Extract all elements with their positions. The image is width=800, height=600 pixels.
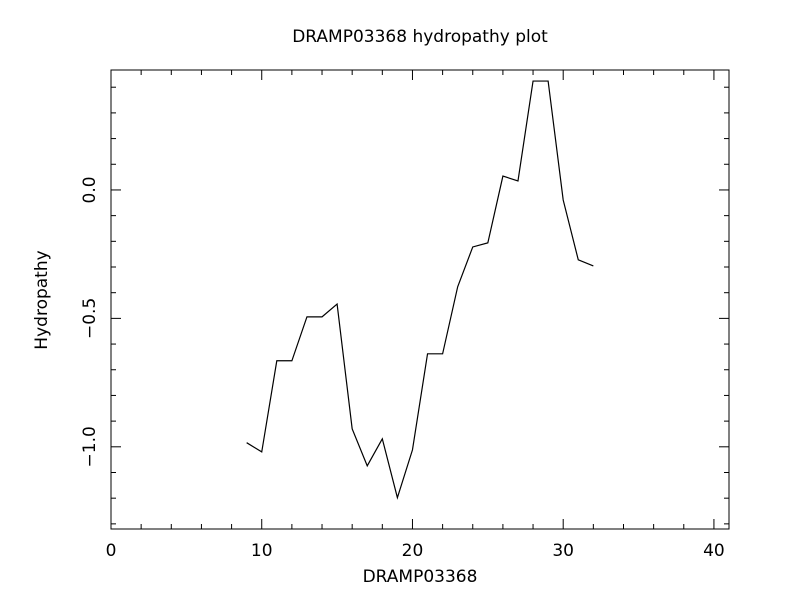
y-tick-label: −1.0 <box>80 426 100 467</box>
y-axis-label: Hydropathy <box>32 250 52 349</box>
x-tick-label: 40 <box>703 541 725 561</box>
data-line <box>246 80 594 500</box>
x-tick-label: 0 <box>106 541 117 561</box>
x-tick-label: 30 <box>552 541 574 561</box>
x-tick-label: 10 <box>251 541 273 561</box>
chart-title: DRAMP03368 hydropathy plot <box>292 27 548 47</box>
plot-frame <box>110 69 730 530</box>
y-tick-label: 0.0 <box>80 176 100 203</box>
x-axis-label: DRAMP03368 <box>363 567 478 587</box>
y-tick-label: −0.5 <box>80 298 100 339</box>
x-tick-label: 20 <box>402 541 424 561</box>
